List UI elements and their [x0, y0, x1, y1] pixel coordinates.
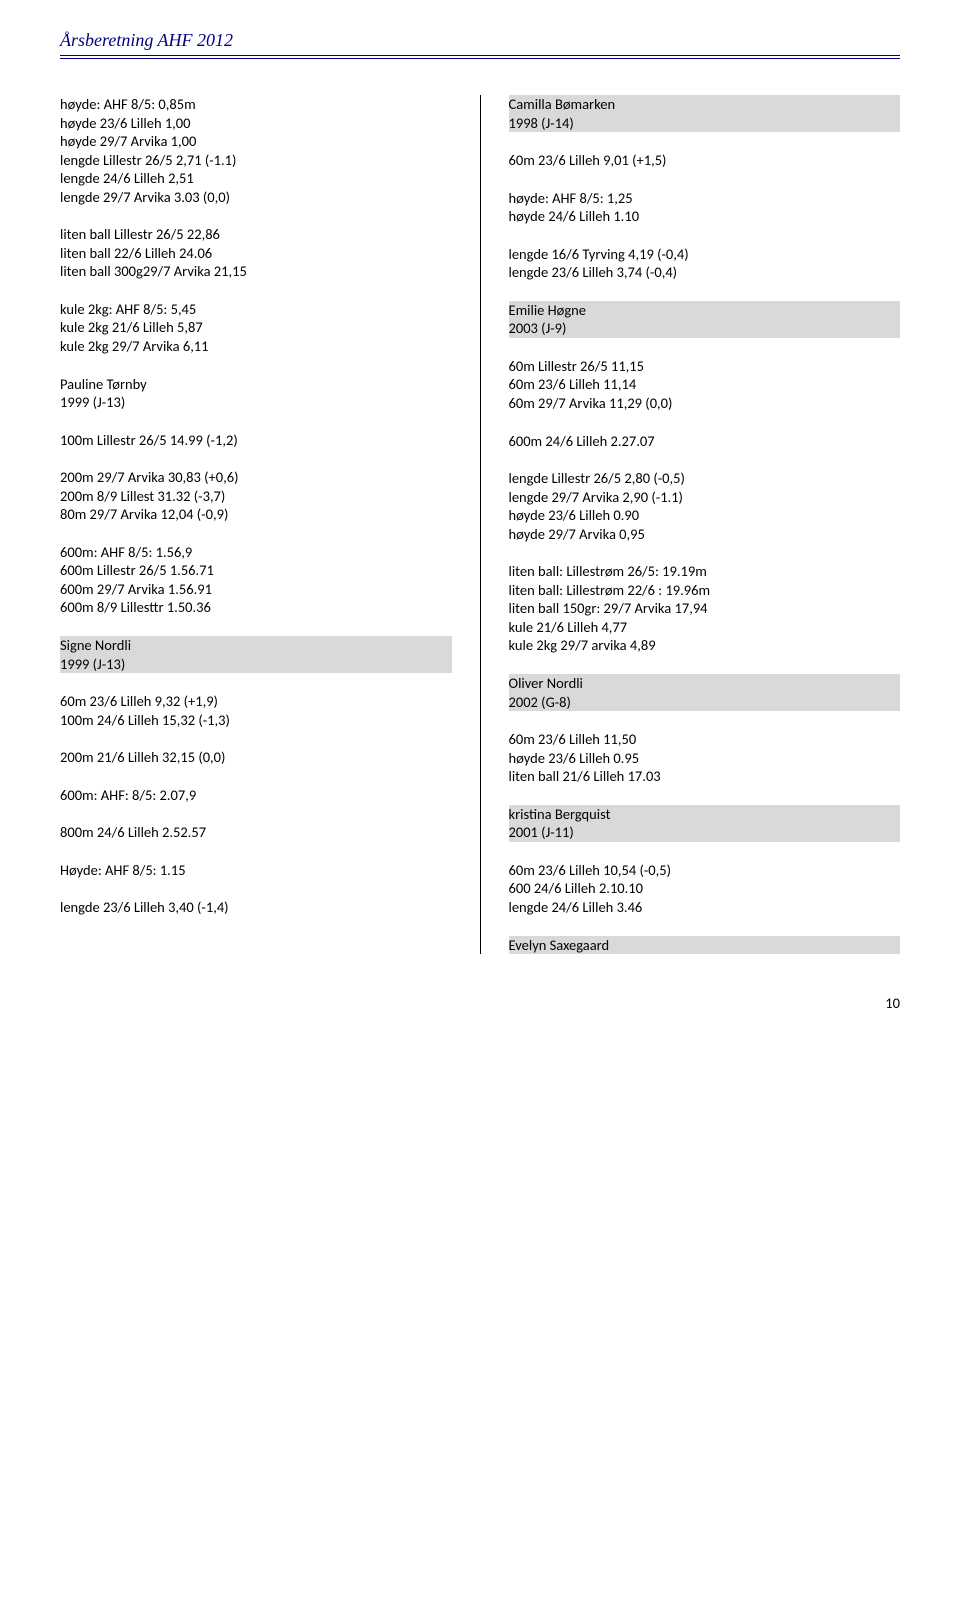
athlete-year: 2003 (J-9) — [509, 319, 901, 338]
result-line: høyde 24/6 Lilleh 1.10 — [509, 207, 901, 226]
result-line: høyde 23/6 Lilleh 0.90 — [509, 506, 901, 525]
result-line: høyde 29/7 Arvika 1,00 — [60, 132, 452, 151]
result-line: 600m 24/6 Lilleh 2.27.07 — [509, 432, 901, 451]
result-line: høyde: AHF 8/5: 0,85m — [60, 95, 452, 114]
result-line: 600m: AHF 8/5: 1.56,9 — [60, 543, 452, 562]
athlete-name: Evelyn Saxegaard — [509, 936, 901, 955]
athlete-heading: Emilie Høgne 2003 (J-9) — [509, 301, 901, 338]
result-line: 60m 23/6 Lilleh 11,50 — [509, 730, 901, 749]
result-line: 60m 23/6 Lilleh 10,54 (-0,5) — [509, 861, 901, 880]
result-line: kule 21/6 Lilleh 4,77 — [509, 618, 901, 637]
right-column: Camilla Bømarken 1998 (J-14) 60m 23/6 Li… — [481, 95, 901, 954]
result-line: liten ball 300g29/7 Arvika 21,15 — [60, 262, 452, 281]
athlete-name: Camilla Bømarken — [509, 95, 901, 114]
result-block: 600m 24/6 Lilleh 2.27.07 — [509, 432, 901, 451]
result-line: lengde Lillestr 26/5 2,71 (-1.1) — [60, 151, 452, 170]
result-line: liten ball: Lillestrøm 26/5: 19.19m — [509, 562, 901, 581]
result-line: liten ball 22/6 Lilleh 24.06 — [60, 244, 452, 263]
result-line: lengde 23/6 Lilleh 3,74 (-0,4) — [509, 263, 901, 282]
result-block: 60m 23/6 Lilleh 10,54 (-0,5)600 24/6 Lil… — [509, 861, 901, 917]
result-block: 200m 29/7 Arvika 30,83 (+0,6)200m 8/9 Li… — [60, 468, 452, 524]
result-block: 60m 23/6 Lilleh 9,01 (+1,5) — [509, 151, 901, 170]
athlete-year: 1998 (J-14) — [509, 114, 901, 133]
result-line: 600m 8/9 Lillesttr 1.50.36 — [60, 598, 452, 617]
page-header-title: Årsberetning AHF 2012 — [60, 30, 900, 51]
result-block: 100m Lillestr 26/5 14.99 (-1,2) — [60, 431, 452, 450]
athlete-name: Oliver Nordli — [509, 674, 901, 693]
result-block: lengde 16/6 Tyrving 4,19 (-0,4)lengde 23… — [509, 245, 901, 282]
result-block: 600m: AHF 8/5: 1.56,9600m Lillestr 26/5 … — [60, 543, 452, 617]
result-line: kule 2kg 29/7 Arvika 6,11 — [60, 337, 452, 356]
athlete-heading: kristina Bergquist 2001 (J-11) — [509, 805, 901, 842]
result-line: høyde: AHF 8/5: 1,25 — [509, 189, 901, 208]
athlete-year: 1999 (J-13) — [60, 655, 452, 674]
athlete-year: 2001 (J-11) — [509, 823, 901, 842]
result-line: 100m Lillestr 26/5 14.99 (-1,2) — [60, 431, 452, 450]
result-line: 600m Lillestr 26/5 1.56.71 — [60, 561, 452, 580]
result-block: 200m 21/6 Lilleh 32,15 (0,0) — [60, 748, 452, 767]
result-line: lengde 16/6 Tyrving 4,19 (-0,4) — [509, 245, 901, 264]
athlete-heading: Evelyn Saxegaard — [509, 936, 901, 955]
result-line: 100m 24/6 Lilleh 15,32 (-1,3) — [60, 711, 452, 730]
athlete-name: Signe Nordli — [60, 636, 452, 655]
result-line: kule 2kg 29/7 arvika 4,89 — [509, 636, 901, 655]
result-block: høyde: AHF 8/5: 0,85mhøyde 23/6 Lilleh 1… — [60, 95, 452, 206]
result-line: høyde 29/7 Arvika 0,95 — [509, 525, 901, 544]
result-block: 60m 23/6 Lilleh 11,50høyde 23/6 Lilleh 0… — [509, 730, 901, 786]
result-line: 600 24/6 Lilleh 2.10.10 — [509, 879, 901, 898]
result-line: lengde 23/6 Lilleh 3,40 (-1,4) — [60, 898, 452, 917]
result-line: høyde 23/6 Lilleh 0.95 — [509, 749, 901, 768]
result-block: 600m: AHF: 8/5: 2.07,9 — [60, 786, 452, 805]
result-block: liten ball: Lillestrøm 26/5: 19.19mliten… — [509, 562, 901, 655]
header-divider — [60, 55, 900, 59]
result-block: 800m 24/6 Lilleh 2.52.57 — [60, 823, 452, 842]
athlete-name: kristina Bergquist — [509, 805, 901, 824]
result-block: liten ball Lillestr 26/5 22,86liten ball… — [60, 225, 452, 281]
result-line: lengde 24/6 Lilleh 2,51 — [60, 169, 452, 188]
athlete-year: 2002 (G-8) — [509, 693, 901, 712]
result-line: lengde 24/6 Lilleh 3.46 — [509, 898, 901, 917]
result-line: 600m 29/7 Arvika 1.56.91 — [60, 580, 452, 599]
page-number: 10 — [60, 994, 900, 1012]
result-line: lengde 29/7 Arvika 3.03 (0,0) — [60, 188, 452, 207]
result-block: lengde Lillestr 26/5 2,80 (-0,5)lengde 2… — [509, 469, 901, 543]
result-line: 60m 23/6 Lilleh 11,14 — [509, 375, 901, 394]
result-line: 600m: AHF: 8/5: 2.07,9 — [60, 786, 452, 805]
result-line: 200m 21/6 Lilleh 32,15 (0,0) — [60, 748, 452, 767]
athlete-heading: Signe Nordli 1999 (J-13) — [60, 636, 452, 673]
content-columns: høyde: AHF 8/5: 0,85mhøyde 23/6 Lilleh 1… — [60, 95, 900, 954]
result-line: 80m 29/7 Arvika 12,04 (-0,9) — [60, 505, 452, 524]
result-block: 60m Lillestr 26/5 11,1560m 23/6 Lilleh 1… — [509, 357, 901, 413]
result-block: lengde 23/6 Lilleh 3,40 (-1,4) — [60, 898, 452, 917]
result-line: 800m 24/6 Lilleh 2.52.57 — [60, 823, 452, 842]
result-block: kule 2kg: AHF 8/5: 5,45kule 2kg 21/6 Lil… — [60, 300, 452, 356]
athlete-heading: Camilla Bømarken 1998 (J-14) — [509, 95, 901, 132]
result-line: 200m 8/9 Lillest 31.32 (-3,7) — [60, 487, 452, 506]
result-line: kule 2kg: AHF 8/5: 5,45 — [60, 300, 452, 319]
result-line: liten ball Lillestr 26/5 22,86 — [60, 225, 452, 244]
result-line: 60m 29/7 Arvika 11,29 (0,0) — [509, 394, 901, 413]
result-line: kule 2kg 21/6 Lilleh 5,87 — [60, 318, 452, 337]
result-line: lengde Lillestr 26/5 2,80 (-0,5) — [509, 469, 901, 488]
result-line: 60m 23/6 Lilleh 9,01 (+1,5) — [509, 151, 901, 170]
result-line: Høyde: AHF 8/5: 1.15 — [60, 861, 452, 880]
result-block: 60m 23/6 Lilleh 9,32 (+1,9)100m 24/6 Lil… — [60, 692, 452, 729]
result-line: 60m Lillestr 26/5 11,15 — [509, 357, 901, 376]
result-line: lengde 29/7 Arvika 2,90 (-1.1) — [509, 488, 901, 507]
result-line: 200m 29/7 Arvika 30,83 (+0,6) — [60, 468, 452, 487]
athlete-name: Emilie Høgne — [509, 301, 901, 320]
athlete-name: Pauline Tørnby — [60, 375, 452, 394]
athlete-year: 1999 (J-13) — [60, 393, 452, 412]
result-line: liten ball 21/6 Lilleh 17.03 — [509, 767, 901, 786]
result-line: liten ball 150gr: 29/7 Arvika 17,94 — [509, 599, 901, 618]
result-block: høyde: AHF 8/5: 1,25høyde 24/6 Lilleh 1.… — [509, 189, 901, 226]
result-line: 60m 23/6 Lilleh 9,32 (+1,9) — [60, 692, 452, 711]
athlete-heading: Oliver Nordli 2002 (G-8) — [509, 674, 901, 711]
athlete-heading: Pauline Tørnby 1999 (J-13) — [60, 375, 452, 412]
result-block: Høyde: AHF 8/5: 1.15 — [60, 861, 452, 880]
result-line: høyde 23/6 Lilleh 1,00 — [60, 114, 452, 133]
result-line: liten ball: Lillestrøm 22/6 : 19.96m — [509, 581, 901, 600]
left-column: høyde: AHF 8/5: 0,85mhøyde 23/6 Lilleh 1… — [60, 95, 481, 954]
